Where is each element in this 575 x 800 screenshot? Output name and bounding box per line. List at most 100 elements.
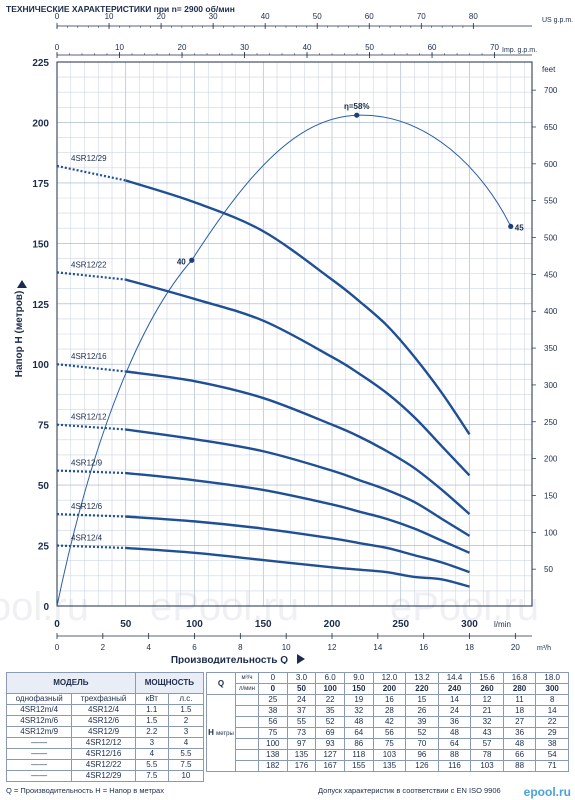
y-axis-title: Напор H (метров) — [14, 291, 25, 378]
head-row: 182 176 167 155 135 126 116 103 88 71 — [207, 760, 569, 772]
feet-tick-label: 50 — [544, 565, 553, 574]
feet-tick-label: 100 — [544, 528, 558, 537]
power-header: МОЩНОСТЬ — [134, 672, 205, 694]
curve-4SR12/4 — [125, 546, 470, 588]
curve-dotted-4SR12/16 — [56, 363, 126, 373]
head-cell: 48 — [437, 727, 472, 739]
feet-tick-label: 500 — [544, 234, 558, 243]
q-lmin-cell: 0 — [258, 683, 288, 695]
model-cell-single: —— — [5, 737, 73, 749]
us-gpm-tick-label: 30 — [209, 12, 218, 21]
plot-frame — [56, 61, 533, 607]
x-tick-label: 250 — [392, 619, 409, 630]
us-gpm-tick-label: 80 — [469, 12, 478, 21]
single-phase-header: однофазный — [5, 693, 73, 705]
head-cell: 138 — [258, 749, 288, 761]
us-gpm-tick-label: 20 — [157, 12, 166, 21]
feet-tick-label: 250 — [544, 418, 558, 427]
y-axis-arrow — [17, 280, 27, 288]
head-cell: 100 — [258, 738, 288, 750]
head-cell: 52 — [315, 716, 345, 728]
model-cell-hp: 10 — [167, 770, 205, 782]
q-m3h-cell: 3.0 — [286, 672, 317, 684]
head-cell: 26 — [405, 705, 439, 717]
model-row: —— 4SR12/12 3 4 — [5, 737, 205, 749]
efficiency-point — [354, 112, 360, 118]
head-cell: 35 — [315, 705, 345, 717]
flow-head-table: Q м³/ч 0 3.0 6.0 9.0 12.0 13.2 14.4 15.6 16.8 18.… — [206, 672, 569, 772]
head-row: 138 135 127 118 103 96 88 78 66 54 — [207, 749, 569, 761]
head-cell: 25 — [258, 694, 288, 706]
model-cell-hp: 3 — [167, 726, 205, 738]
footer-right: Допуск характеристик в соответствии с EN… — [318, 786, 501, 795]
head-row: 100 97 93 86 75 70 64 57 48 38 — [207, 738, 569, 750]
footer-left: Q = Производительность H = Напор в метра… — [6, 786, 164, 795]
metres-label: метры — [216, 730, 234, 737]
imp-gpm-tick-label: 20 — [178, 43, 187, 52]
head-cell: 96 — [405, 749, 439, 761]
feet-tick-label: 200 — [544, 455, 558, 464]
hp-header: л.с. — [167, 693, 205, 705]
us-gpm-tick-label: 10 — [105, 12, 114, 21]
head-cell: 70 — [405, 738, 439, 750]
head-cell: 39 — [405, 716, 439, 728]
q-m3h-cell: 15.6 — [470, 672, 504, 684]
head-cell: 21 — [470, 705, 504, 717]
head-cell: 28 — [372, 705, 407, 717]
model-cell-three: 4SR12/4 — [71, 704, 136, 716]
head-cell: 73 — [286, 727, 317, 739]
head-cell: 116 — [437, 760, 472, 772]
model-row: —— 4SR12/16 4 5.5 — [5, 748, 205, 760]
head-cell: 22 — [535, 716, 569, 728]
model-row: —— 4SR12/29 7.5 10 — [5, 770, 205, 782]
head-cell: 18 — [502, 705, 537, 717]
curve-dotted-4SR12/22 — [56, 271, 126, 281]
m3h-tick-label: 2 — [101, 643, 106, 652]
head-cell: 64 — [343, 727, 374, 739]
head-cell: 56 — [372, 727, 407, 739]
m3h-tick-label: 10 — [282, 643, 291, 652]
kw-header: кВт — [134, 693, 169, 705]
us-gpm-tick-label: 50 — [313, 12, 322, 21]
model-cell-kw: 7.5 — [134, 770, 169, 782]
curve-dotted-4SR12/29 — [56, 164, 126, 182]
y-tick-label: 225 — [32, 58, 49, 69]
y-tick-label: 150 — [32, 239, 49, 250]
head-cell: 71 — [535, 760, 569, 772]
head-cell: 12 — [470, 694, 504, 706]
y-tick-label: 175 — [32, 179, 49, 190]
head-cell: 103 — [470, 760, 504, 772]
lmin-label: л/мин — [235, 683, 259, 695]
efficiency-label: 40 — [177, 257, 186, 266]
us-gpm-tick-label: 70 — [417, 12, 426, 21]
m3h-tick-label: 8 — [238, 643, 243, 652]
imp-gpm-label: Imp. g.p.m. — [502, 47, 537, 54]
x-tick-label: 0 — [54, 619, 60, 630]
head-cell: 69 — [315, 727, 345, 739]
curve-dotted-4SR12/4 — [56, 544, 126, 550]
head-cell: 27 — [502, 716, 537, 728]
q-m3h-cell: 13.2 — [405, 672, 439, 684]
q-m3h-cell: 14.4 — [437, 672, 472, 684]
chart-title: ТЕХНИЧЕСКИЕ ХАРАКТЕРИСТИКИ при n= 2900 о… — [6, 4, 235, 14]
curve-4SR12/9 — [125, 471, 470, 554]
head-cell: 75 — [372, 738, 407, 750]
head-row: 38 37 35 32 28 26 24 21 18 14 — [207, 705, 569, 717]
y-tick-label: 125 — [32, 300, 49, 311]
model-cell-kw: 2.2 — [134, 726, 169, 738]
q-lmin-cell: 280 — [502, 683, 537, 695]
y-tick-label: 200 — [32, 118, 49, 129]
head-cell: 176 — [286, 760, 317, 772]
m3h-tick-label: 0 — [55, 643, 60, 652]
head-row: 56 55 52 48 42 39 36 32 27 22 — [207, 716, 569, 728]
head-cell: 52 — [405, 727, 439, 739]
q-m3h-cell: 12.0 — [372, 672, 407, 684]
head-cell: 19 — [343, 694, 374, 706]
m3h-unit-label: m³/h — [537, 645, 551, 652]
head-cell: 48 — [343, 716, 374, 728]
feet-tick-label: 600 — [544, 160, 558, 169]
head-cell: 37 — [286, 705, 317, 717]
y-tick-label: 100 — [32, 360, 49, 371]
head-cell: 29 — [535, 727, 569, 739]
head-cell: 56 — [258, 716, 288, 728]
